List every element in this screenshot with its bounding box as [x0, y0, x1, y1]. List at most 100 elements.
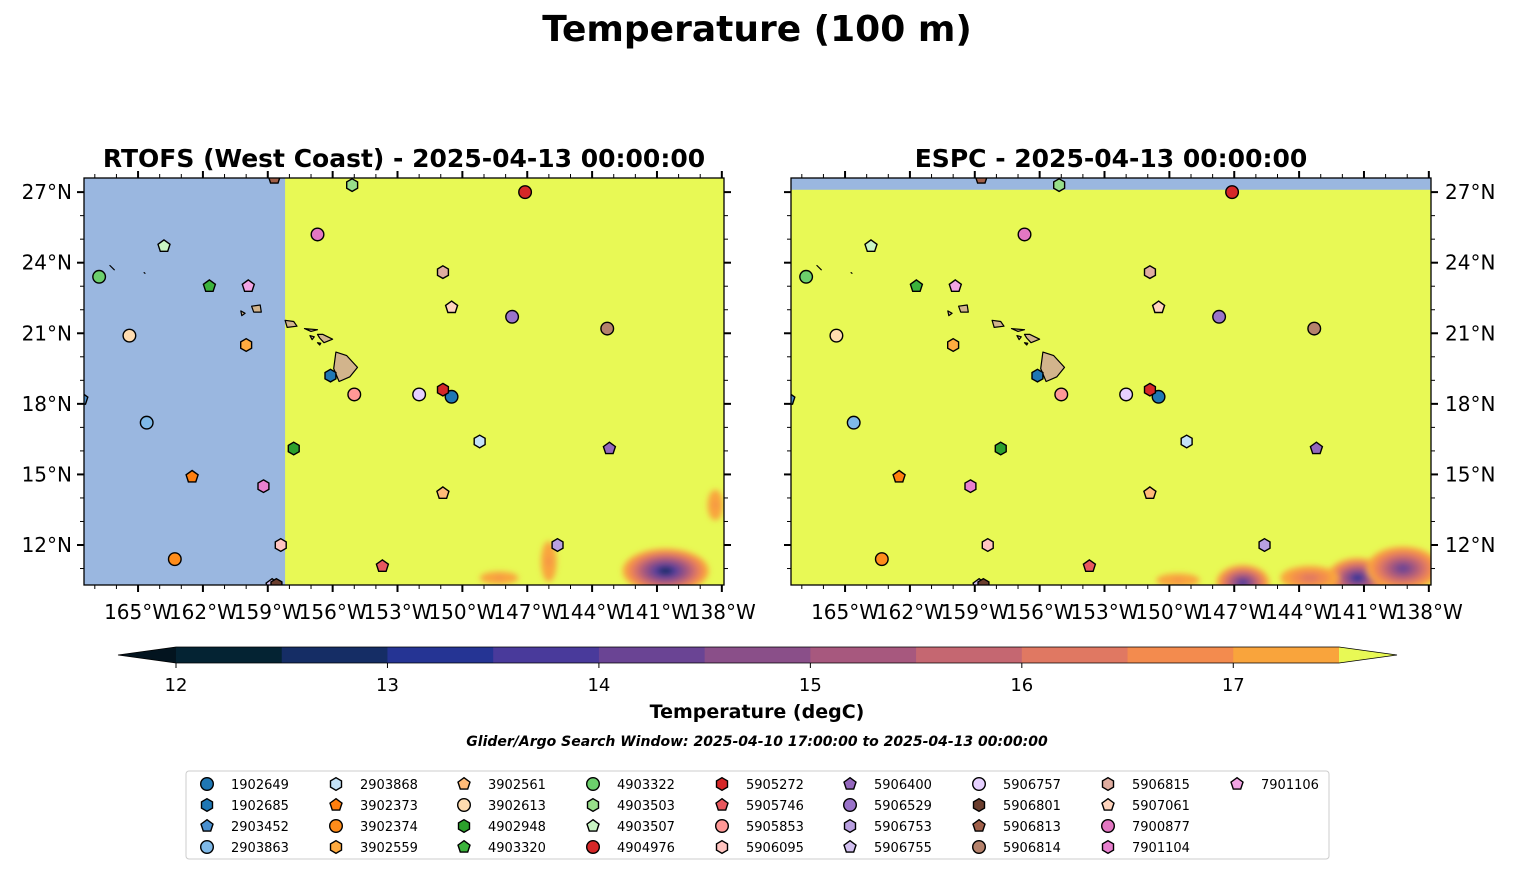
legend-marker-3902374 — [329, 819, 344, 834]
island-french-frigate-shoals — [109, 264, 115, 271]
legend-item-7901106: 7901106 — [1230, 776, 1319, 793]
legend-label-3902561: 3902561 — [488, 778, 546, 793]
colorbar-segment — [704, 647, 811, 663]
espc-xtick-label: 159°W — [941, 600, 1009, 624]
legend-marker-5905272 — [715, 776, 729, 792]
legend-item-1902649: 1902649 — [199, 777, 289, 793]
platform-4904976-marker — [1225, 185, 1240, 200]
platform-4903503-marker — [1052, 178, 1066, 193]
legend-item-3902613: 3902613 — [457, 798, 546, 814]
legend-item-4903507: 4903507 — [586, 818, 675, 835]
island-kahoolawe — [1023, 342, 1029, 346]
legend-item-2903863: 2903863 — [199, 840, 289, 856]
colorbar-segment — [916, 647, 1023, 663]
platform-5906757-marker — [1119, 387, 1134, 402]
platform-7900877-marker — [1017, 227, 1032, 242]
legend-marker-5906753 — [843, 818, 857, 834]
legend-marker-2903452 — [200, 818, 214, 832]
colorbar-over-extension — [1339, 647, 1397, 663]
legend-label-4902948: 4902948 — [488, 820, 546, 835]
legend-marker-7900877 — [1100, 819, 1115, 834]
island-kauai — [957, 304, 969, 313]
platform-5906400-marker — [1309, 441, 1324, 455]
platform-3902613-marker — [122, 328, 137, 343]
legend-label-5905853: 5905853 — [746, 820, 804, 835]
rtofs-map-area — [84, 178, 724, 585]
espc-coastlines — [816, 264, 1066, 383]
legend-item-5907061: 5907061 — [1101, 797, 1190, 814]
platform-5906095-marker — [274, 537, 287, 553]
colorbar-segment — [493, 647, 600, 663]
espc-xtick-label: 147°W — [1200, 600, 1268, 624]
espc-xtick-label: 150°W — [1135, 600, 1203, 624]
espc-axis-ticks: 165°W162°W159°W156°W153°W150°W147°W144°W… — [784, 171, 1495, 624]
island-french-frigate-shoals — [816, 264, 822, 271]
espc-xtick-label: 138°W — [1395, 600, 1463, 624]
legend-item-5906755: 5906755 — [843, 839, 932, 856]
platform-2903863-marker — [139, 415, 154, 430]
platform-5906815-marker — [1143, 264, 1157, 280]
legend-item-3902374: 3902374 — [329, 819, 418, 835]
rtofs-map-frame — [83, 177, 725, 586]
platform-5906814-marker — [1307, 321, 1322, 336]
legend-label-4903507: 4903507 — [617, 820, 675, 835]
espc-panel-title: ESPC - 2025-04-13 00:00:00 — [915, 144, 1308, 173]
legend-marker-7901104 — [1101, 839, 1115, 855]
colorbar-segment — [1127, 647, 1234, 663]
legend-item-4903503: 4903503 — [586, 797, 675, 814]
legend-item-5906815: 5906815 — [1101, 776, 1190, 793]
legend-item-5906095: 5906095 — [715, 839, 804, 856]
island-lanai — [1016, 335, 1022, 341]
espc-ytick-label: 18°N — [1445, 392, 1495, 416]
platform-7901104-marker — [964, 479, 977, 494]
island-oahu — [284, 319, 298, 328]
colorbar-segment — [598, 647, 706, 663]
rtofs-panel-title: RTOFS (West Coast) - 2025-04-13 00:00:00 — [103, 144, 705, 173]
rtofs-xtick-label: 150°W — [428, 600, 496, 624]
platform-5905853-marker — [1054, 387, 1069, 402]
legend-item-5906813: 5906813 — [972, 818, 1061, 835]
rtofs-xtick-label: 159°W — [234, 600, 302, 624]
legend-item-3902561: 3902561 — [457, 776, 546, 793]
platform-3902374-marker — [874, 552, 889, 567]
legend-label-5906815: 5906815 — [1132, 778, 1190, 793]
legend-item-5905272: 5905272 — [715, 776, 804, 793]
legend-label-3902613: 3902613 — [488, 799, 546, 814]
legend-item-2903452: 2903452 — [200, 818, 289, 835]
platform-3902374-marker — [167, 552, 182, 567]
legend-item-5905853: 5905853 — [715, 819, 804, 835]
platform-2903868-marker — [473, 434, 486, 449]
colorbar-tick-label: 14 — [587, 675, 610, 696]
legend-label-1902649: 1902649 — [231, 778, 289, 793]
legend-marker-5906813 — [972, 818, 986, 832]
rtofs-temperature-field — [84, 178, 724, 585]
legend-item-7900877: 7900877 — [1100, 819, 1190, 835]
legend-marker-5907061 — [1101, 797, 1115, 811]
legend-item-5906529: 5906529 — [843, 798, 932, 814]
legend-label-5906757: 5906757 — [1003, 778, 1061, 793]
platform-5906815-marker — [436, 264, 450, 280]
platform-3902373-marker — [185, 469, 199, 483]
rtofs-xtick-label: 141°W — [623, 600, 691, 624]
platform-2903868-marker — [1180, 434, 1193, 449]
legend-items: 1902649 1902685 2903452 2903863 2903868 39023… — [199, 776, 1319, 856]
espc-xtick-label: 162°W — [876, 600, 944, 624]
figure-title: Temperature (100 m) — [542, 9, 972, 50]
legend-marker-5906400 — [843, 776, 857, 790]
island-oahu — [991, 319, 1005, 328]
espc-xtick-label: 156°W — [1006, 600, 1074, 624]
legend-label-7900877: 7900877 — [1132, 820, 1190, 835]
platform-3902561-marker — [1143, 486, 1157, 499]
legend-marker-2903863 — [199, 840, 214, 855]
legend-marker-5906814 — [972, 840, 987, 855]
rtofs-contour-level — [658, 567, 673, 575]
platform-2903452-marker — [791, 393, 796, 405]
legend-item-3902559: 3902559 — [329, 839, 418, 856]
espc-contour-level — [1397, 565, 1409, 573]
espc-warm-water — [791, 178, 1431, 585]
platform-5907061-marker — [444, 300, 459, 314]
legend-marker-3902373 — [329, 797, 343, 811]
rtofs-xtick-label: 138°W — [688, 600, 756, 624]
legend-marker-5906755 — [843, 839, 857, 853]
